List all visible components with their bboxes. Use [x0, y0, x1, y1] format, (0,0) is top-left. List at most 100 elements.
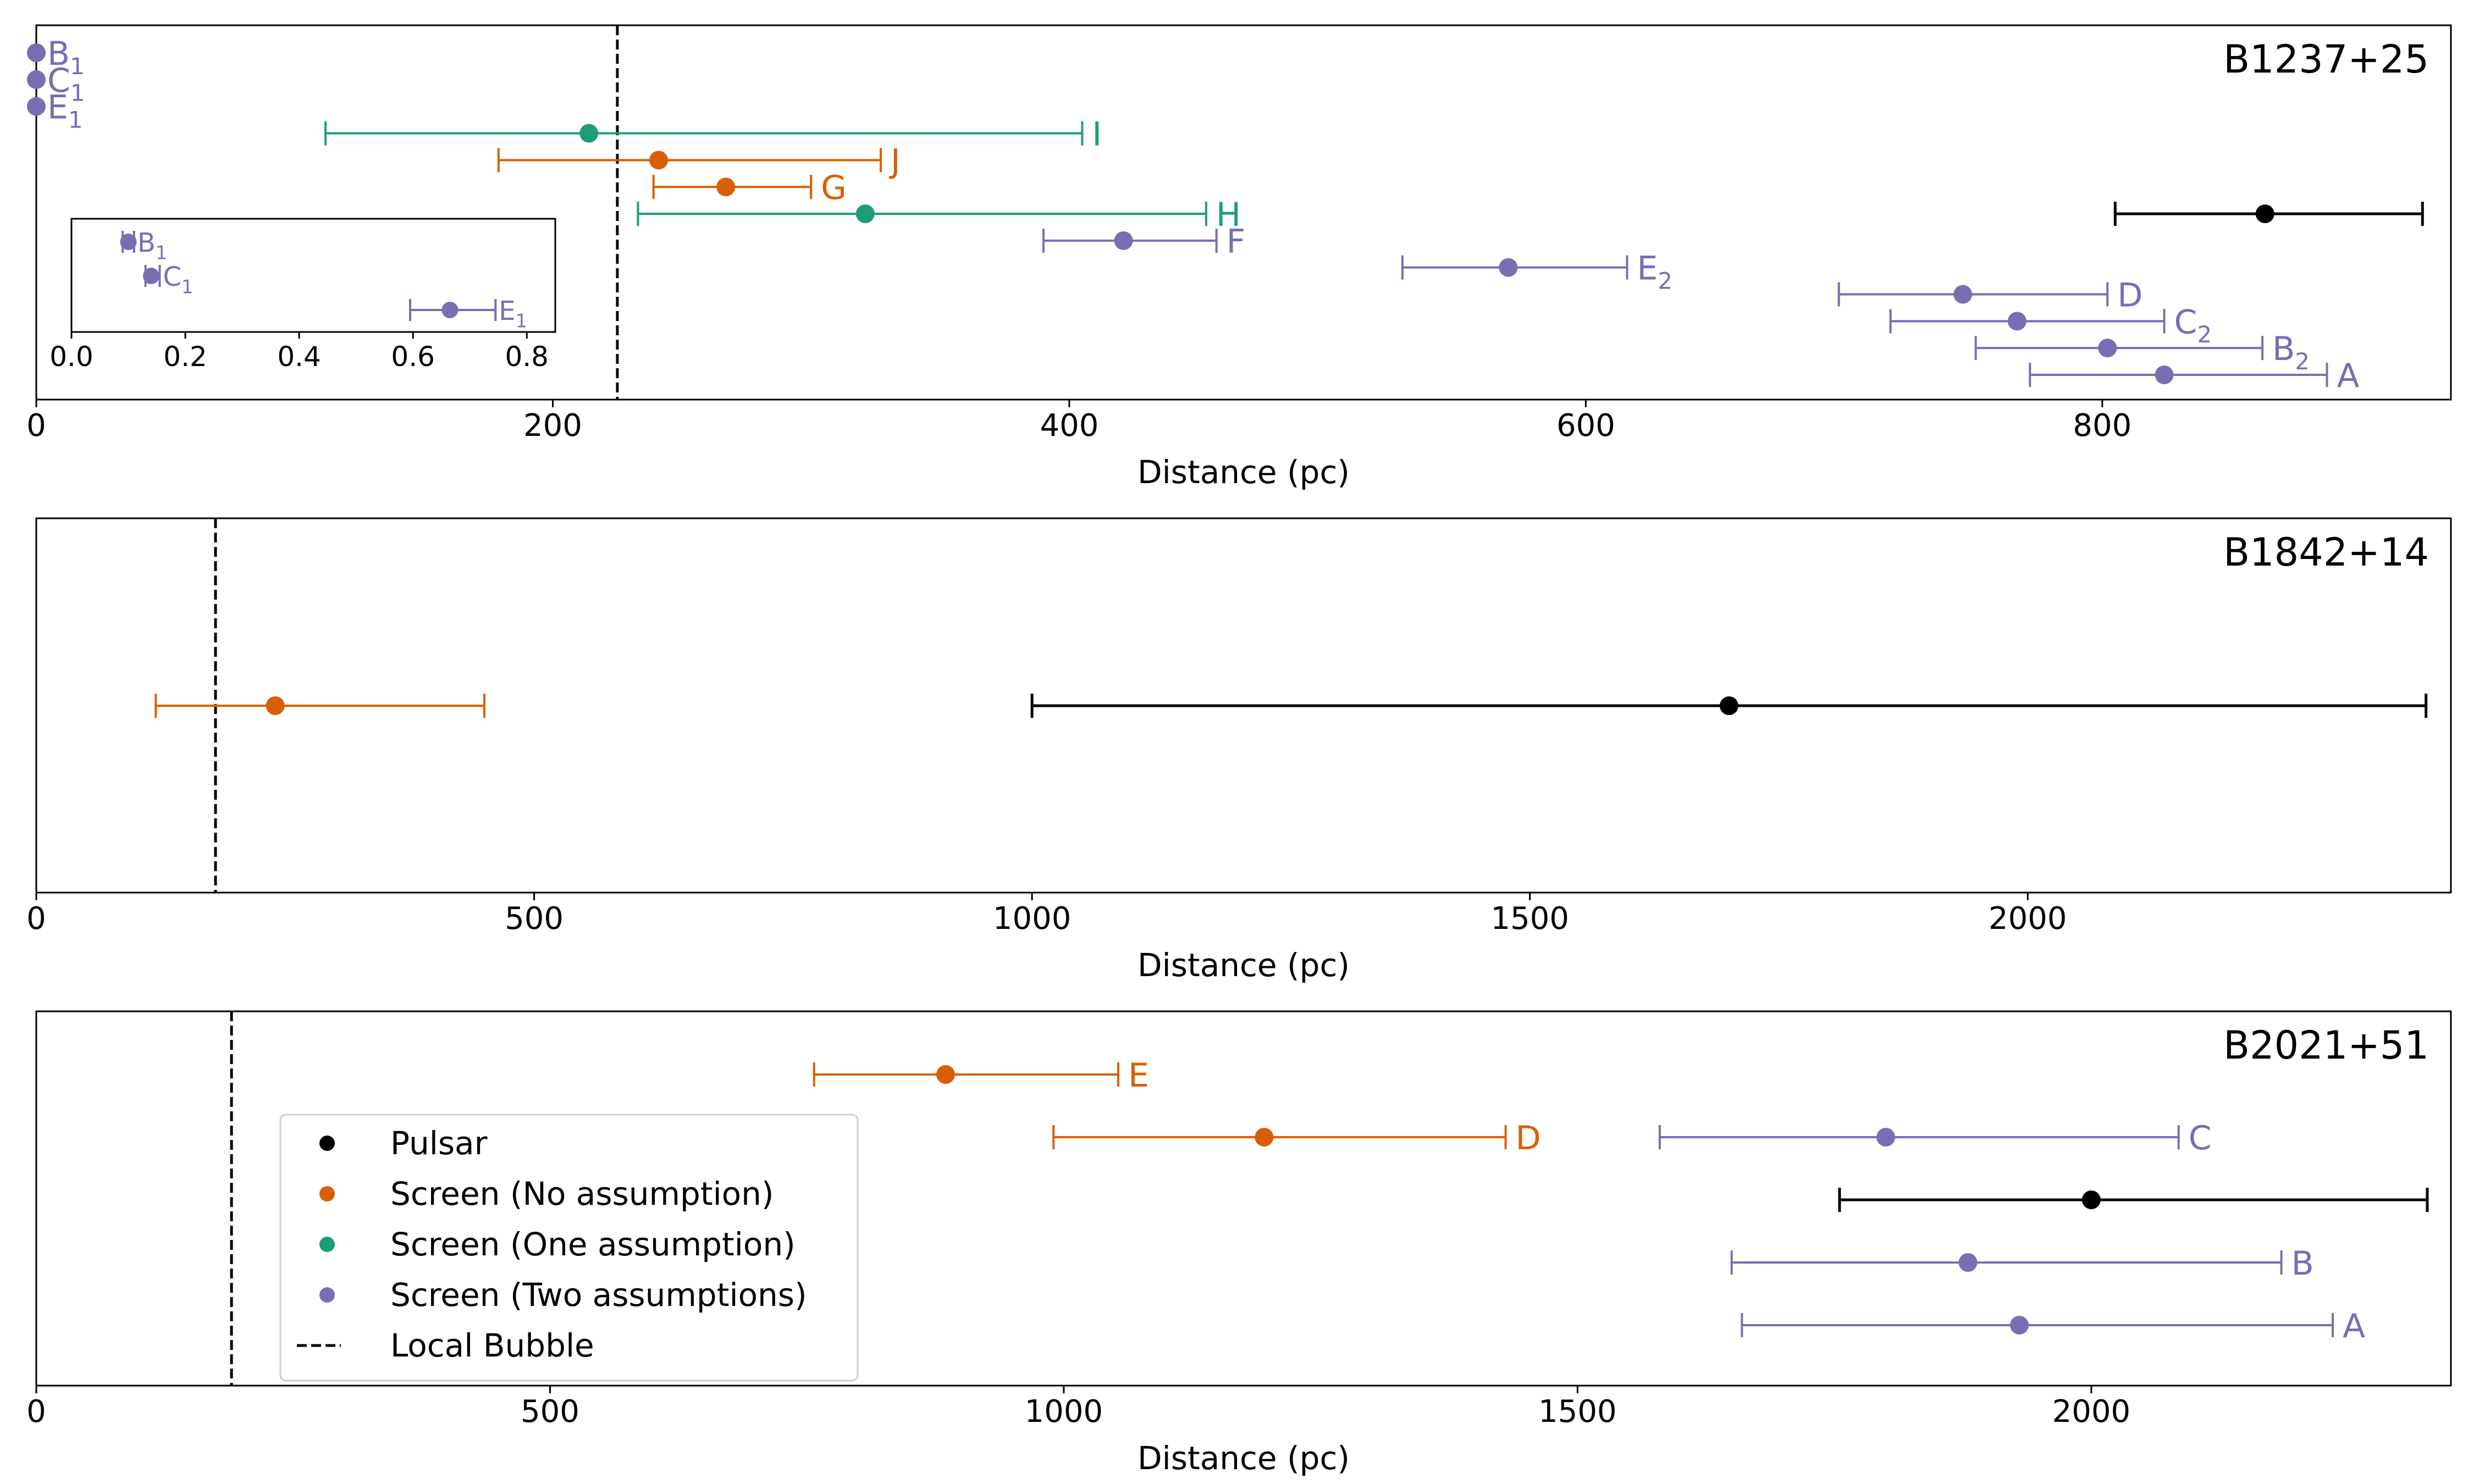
point-label: B1 [47, 35, 85, 80]
point-label: A [2337, 357, 2360, 395]
legend: Pulsar Screen (No assumption) Screen (One … [279, 1114, 859, 1382]
data-marker [266, 696, 285, 715]
point-label-letter: A [2343, 1307, 2365, 1345]
point-label-letter: F [1227, 223, 1246, 261]
x-axis-label: Distance (pc) [1137, 946, 1350, 984]
data-marker [27, 70, 46, 89]
data-marker [2007, 312, 2026, 331]
panel-title: B1842+14 [2223, 530, 2429, 575]
point-label: C [2189, 1119, 2212, 1158]
x-tick-label: 200 [523, 408, 582, 444]
panel-B2021+51: 0 500 1000 1500 2000 Distance (pc) B2021+51 E D C… [26, 1010, 2452, 1477]
point-label-letter: H [1216, 196, 1241, 234]
data-marker [27, 97, 46, 116]
data-marker [2098, 339, 2117, 358]
point-label-subscript: 1 [70, 53, 85, 80]
point-label-letter: E [47, 88, 68, 127]
point-label: B [2291, 1244, 2314, 1283]
data-marker [2010, 1316, 2029, 1335]
point-label: H [1216, 196, 1241, 234]
x-tick-label: 0 [26, 408, 46, 444]
point-label: E [1128, 1056, 1149, 1095]
data-marker [855, 204, 875, 223]
data-marker [1719, 696, 1738, 715]
data-marker [2155, 366, 2174, 384]
x-tick-label: 1000 [993, 901, 1072, 937]
panel-title: B1237+25 [2223, 37, 2429, 82]
point-label-letter: B [2272, 330, 2295, 368]
x-tick-label: 0 [26, 901, 46, 937]
x-tick-label: 2000 [2052, 1394, 2131, 1430]
point-label-letter: I [1092, 115, 1102, 154]
point-label: E2 [1637, 250, 1673, 295]
point-label: I [1092, 115, 1102, 154]
point-label: B1 [137, 228, 167, 263]
point-label-subscript: 1 [68, 106, 83, 133]
point-label-letter: E [499, 296, 515, 326]
axes-frame [35, 517, 2452, 894]
point-label-letter: D [1516, 1119, 1541, 1158]
point-label-letter: C [2189, 1119, 2212, 1158]
point-label-letter: E [1637, 250, 1658, 288]
point-label-letter: C [2174, 303, 2197, 341]
axes-frame [35, 1010, 2452, 1387]
point-label-letter: B [47, 35, 70, 73]
data-marker [649, 151, 669, 170]
point-label-subscript: 2 [1658, 267, 1672, 294]
point-label-letter: E [1128, 1056, 1149, 1095]
x-tick-label: 800 [2073, 408, 2131, 444]
legend-label: Local Bubble [390, 1327, 594, 1364]
x-tick-label: 500 [505, 901, 564, 937]
data-marker [579, 124, 599, 143]
data-marker [716, 178, 736, 197]
x-axis-label: Distance (pc) [1137, 1439, 1350, 1477]
legend-label: Pulsar [390, 1125, 488, 1162]
data-marker [1958, 1253, 1978, 1272]
x-tick-label: 500 [521, 1394, 579, 1430]
point-label-letter: B [137, 228, 156, 258]
point-label-subscript: 1 [70, 80, 85, 107]
axes-frame [35, 24, 2452, 401]
point-label-letter: C [47, 62, 70, 100]
point-label-letter: J [888, 142, 901, 180]
inset-x-tick-label: 0.2 [163, 341, 207, 373]
x-tick-label: 400 [1040, 408, 1098, 444]
legend-marker-swatch [319, 1136, 335, 1151]
inset-x-tick-label: 0.6 [391, 341, 435, 373]
point-label: F [1227, 223, 1246, 261]
data-marker [936, 1065, 956, 1084]
point-label-subscript: 2 [2197, 321, 2212, 348]
data-marker [2081, 1190, 2101, 1209]
point-label: E1 [499, 296, 527, 331]
panel-title: B2021+51 [2223, 1023, 2429, 1068]
data-marker [120, 234, 137, 250]
data-marker [1953, 285, 1973, 304]
point-label: E1 [47, 88, 83, 134]
point-label: C1 [47, 62, 85, 107]
point-label-subscript: 1 [181, 276, 193, 297]
point-label-subscript: 1 [516, 310, 527, 331]
inset-x-tick-label: 0.8 [505, 341, 549, 373]
point-label: A [2343, 1307, 2365, 1345]
data-marker [1876, 1128, 1896, 1147]
point-label-subscript: 1 [156, 242, 167, 263]
point-label: C1 [163, 262, 193, 297]
point-label-letter: B [2291, 1244, 2314, 1283]
point-label: J [888, 142, 901, 180]
x-tick-label: 1000 [1025, 1394, 1103, 1430]
data-marker [441, 302, 459, 318]
legend-label: Screen (No assumption) [390, 1175, 774, 1212]
x-tick-label: 600 [1556, 408, 1615, 444]
data-marker [27, 43, 46, 62]
data-marker [2255, 204, 2274, 223]
point-label: G [821, 169, 847, 207]
x-tick-label: 1500 [1538, 1394, 1617, 1430]
x-axis-label: Distance (pc) [1137, 453, 1350, 491]
inset-x-tick-label: 0.4 [277, 341, 321, 373]
point-label: B2 [2272, 330, 2310, 375]
point-label-letter: G [821, 169, 847, 207]
x-tick-label: 2000 [1989, 901, 2067, 937]
